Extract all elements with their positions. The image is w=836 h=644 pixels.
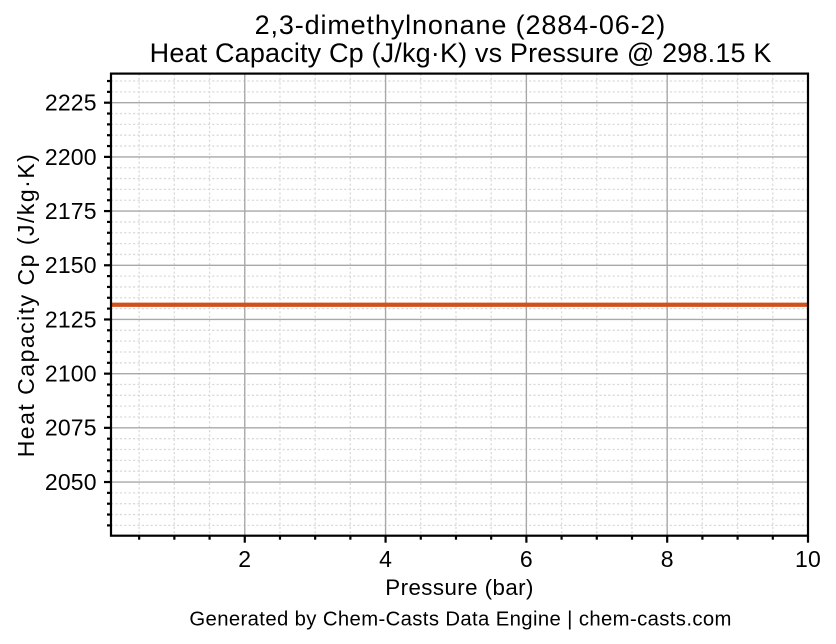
svg-text:2100: 2100	[45, 361, 97, 387]
svg-text:Generated by Chem-Casts Data E: Generated by Chem-Casts Data Engine | ch…	[189, 608, 731, 630]
svg-text:2125: 2125	[45, 306, 97, 332]
svg-text:2,3-dimethylnonane (2884-06-2): 2,3-dimethylnonane (2884-06-2)	[255, 10, 667, 40]
svg-text:2225: 2225	[45, 90, 97, 116]
svg-text:2: 2	[238, 546, 251, 572]
svg-text:2200: 2200	[45, 144, 97, 170]
svg-text:8: 8	[661, 546, 674, 572]
svg-text:10: 10	[795, 546, 821, 572]
svg-text:Heat Capacity Cp (J/kg·K) vs P: Heat Capacity Cp (J/kg·K) vs Pressure @ …	[150, 38, 772, 68]
svg-text:6: 6	[520, 546, 533, 572]
svg-text:4: 4	[379, 546, 392, 572]
svg-text:2175: 2175	[45, 198, 97, 224]
svg-text:2075: 2075	[45, 415, 97, 441]
svg-text:Pressure (bar): Pressure (bar)	[385, 575, 534, 600]
svg-text:Heat Capacity Cp (J/kg·K): Heat Capacity Cp (J/kg·K)	[13, 153, 39, 458]
svg-text:2050: 2050	[45, 469, 97, 495]
svg-text:2150: 2150	[45, 252, 97, 278]
